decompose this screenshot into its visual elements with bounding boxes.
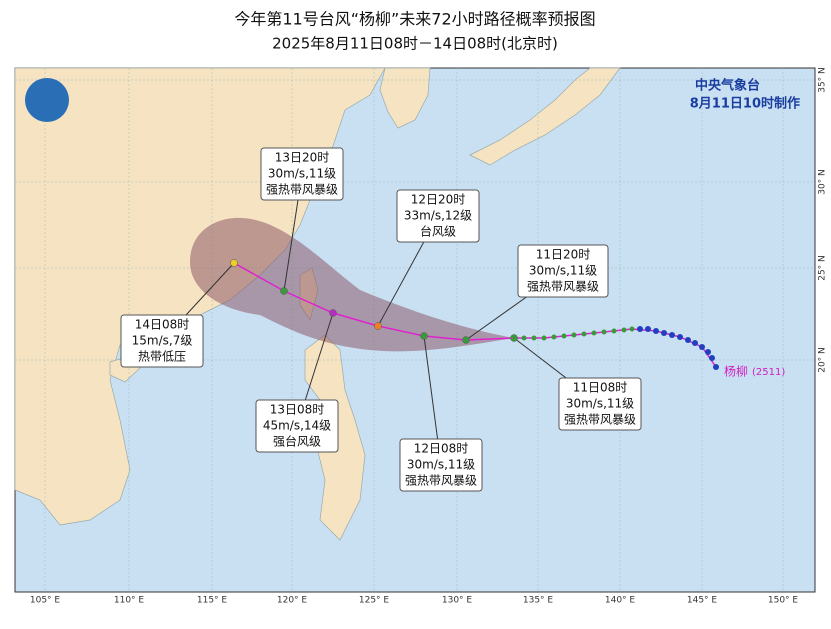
forecast-position bbox=[374, 322, 382, 330]
past-position bbox=[581, 331, 587, 337]
past-position bbox=[699, 344, 705, 350]
lon-label: 125° E bbox=[359, 596, 390, 606]
storm-name: 杨柳 bbox=[724, 364, 748, 379]
forecast-position bbox=[329, 309, 337, 317]
annotation-level: 热带低压 bbox=[138, 350, 186, 364]
annotation-box bbox=[255, 399, 339, 453]
forecast-position bbox=[230, 259, 238, 267]
lat-label: 25° N bbox=[818, 255, 828, 281]
forecast-position bbox=[462, 336, 470, 344]
annotation-wind: 30m/s,11级 bbox=[529, 264, 597, 278]
agency-name: 中央气象台 bbox=[695, 78, 760, 94]
annotation-wind: 30m/s,11级 bbox=[566, 397, 634, 411]
past-position bbox=[521, 335, 527, 341]
annotation-box bbox=[260, 147, 344, 201]
past-position bbox=[531, 335, 537, 341]
lon-label: 145° E bbox=[687, 596, 718, 606]
annotation-level: 台风级 bbox=[420, 224, 456, 239]
agency-logo bbox=[25, 78, 69, 122]
past-position bbox=[637, 326, 643, 332]
annotation-wind: 33m/s,12级 bbox=[404, 209, 472, 223]
annotation-time: 13日20时 bbox=[275, 151, 330, 165]
annotation-time: 13日08时 bbox=[270, 403, 325, 417]
annotation-level: 强热带风暴级 bbox=[564, 413, 636, 427]
past-position bbox=[653, 328, 659, 334]
past-position bbox=[709, 355, 715, 361]
annotation-wind: 45m/s,14级 bbox=[263, 419, 331, 433]
annotation-time: 11日20时 bbox=[536, 248, 591, 262]
title: 今年第11号台风“杨柳”未来72小时路径概率预报图 bbox=[234, 10, 595, 29]
issued-time: 8月11日10时制作 bbox=[690, 96, 800, 112]
past-position bbox=[611, 328, 617, 334]
forecast-position bbox=[510, 334, 518, 342]
annotation-wind: 30m/s,11级 bbox=[407, 458, 475, 472]
annotation-box bbox=[517, 244, 609, 298]
past-position bbox=[713, 364, 719, 370]
lon-label: 115° E bbox=[197, 596, 228, 606]
past-position bbox=[645, 326, 651, 332]
past-position bbox=[561, 333, 567, 339]
annotation-level: 强台风级 bbox=[273, 434, 321, 449]
past-position bbox=[629, 326, 635, 332]
annotation-level: 强热带风暴级 bbox=[527, 280, 599, 294]
past-position bbox=[661, 330, 667, 336]
lon-label: 140° E bbox=[605, 596, 636, 606]
storm-code: (2511) bbox=[752, 367, 785, 378]
lon-label: 130° E bbox=[442, 596, 473, 606]
past-position bbox=[692, 340, 698, 346]
subtitle: 2025年8月11日08时－14日08时(北京时) bbox=[272, 35, 558, 53]
past-position bbox=[591, 330, 597, 336]
past-position bbox=[685, 337, 691, 343]
annotation-level: 强热带风暴级 bbox=[405, 474, 477, 488]
past-position bbox=[601, 329, 607, 335]
past-position bbox=[551, 334, 557, 340]
annotation-box bbox=[120, 314, 204, 368]
past-position bbox=[669, 332, 675, 338]
past-position bbox=[541, 335, 547, 341]
forecast-position bbox=[280, 287, 288, 295]
annotation-level: 强热带风暴级 bbox=[266, 183, 338, 197]
past-position bbox=[705, 349, 711, 355]
lat-label: 30° N bbox=[818, 169, 828, 195]
past-position bbox=[677, 334, 683, 340]
lon-label: 135° E bbox=[523, 596, 554, 606]
annotation-box bbox=[558, 377, 642, 431]
past-position bbox=[621, 327, 627, 333]
annotation-box bbox=[396, 189, 480, 243]
lat-label: 35° N bbox=[818, 67, 828, 93]
past-position bbox=[571, 332, 577, 338]
lon-label: 150° E bbox=[768, 596, 799, 606]
lat-label: 20° N bbox=[818, 347, 828, 373]
lon-label: 120° E bbox=[277, 596, 308, 606]
probability-cone bbox=[190, 217, 514, 352]
forecast-position bbox=[420, 332, 428, 340]
annotation-time: 11日08时 bbox=[573, 381, 628, 395]
annotation-box bbox=[399, 438, 483, 492]
lon-label: 110° E bbox=[114, 596, 145, 606]
annotation-time: 12日20时 bbox=[411, 193, 466, 207]
annotation-wind: 15m/s,7级 bbox=[132, 334, 193, 348]
lon-label: 105° E bbox=[30, 596, 61, 606]
annotation-wind: 30m/s,11级 bbox=[268, 167, 336, 181]
annotation-time: 14日08时 bbox=[135, 318, 190, 332]
annotation-time: 12日08时 bbox=[414, 442, 469, 456]
